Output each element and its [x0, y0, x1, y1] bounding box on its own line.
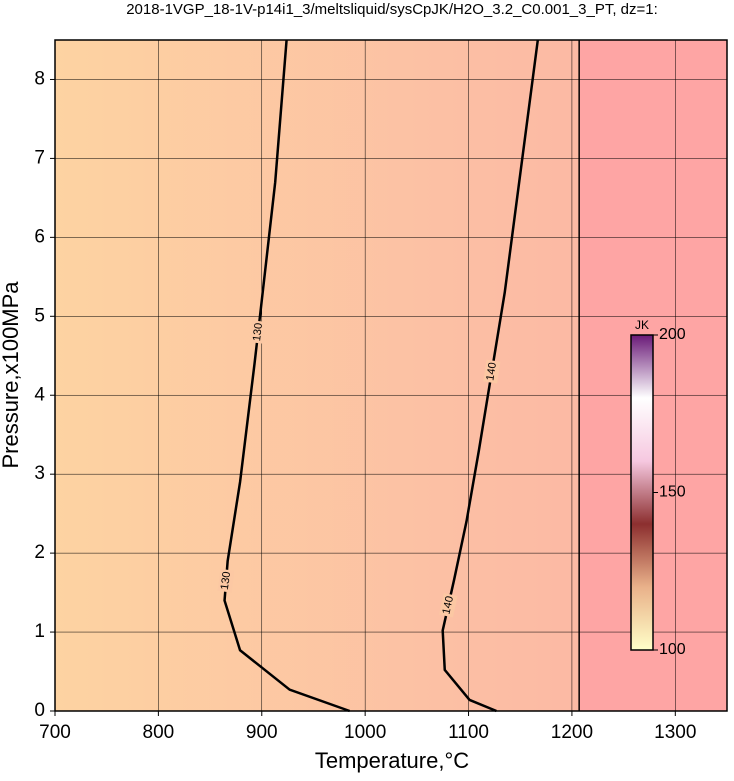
y-tick-label: 7: [34, 147, 45, 168]
y-axis-label: Pressure,x100MPa: [0, 281, 23, 469]
x-tick-label: 1100: [448, 722, 489, 743]
y-tick-label: 5: [34, 305, 45, 326]
x-tick-label: 1200: [551, 722, 593, 743]
x-tick-label: 900: [246, 722, 278, 743]
colorbar: [630, 334, 654, 651]
contour-label: 140: [440, 595, 456, 615]
contour-label-bg: [249, 320, 267, 344]
chart-title: 2018-1VGP_18-1V-p14i1_3/meltsliquid/sysC…: [126, 1, 658, 18]
colorbar-tick-label: 150: [659, 484, 686, 501]
x-tick-label: 700: [39, 722, 71, 743]
colorbar-tick-label: 100: [659, 641, 686, 658]
x-tick-label: 1300: [654, 722, 696, 743]
y-tick-label: 1: [34, 621, 45, 642]
contour-label: 140: [484, 362, 499, 382]
contour-line: [223, 39, 351, 713]
contour-label-bg: [483, 359, 501, 384]
contour-label-bg: [217, 568, 235, 593]
y-tick-label: 8: [34, 68, 45, 89]
y-tick-label: 3: [34, 463, 45, 484]
contour-label: 130: [219, 571, 233, 591]
colorbar-label: JK: [635, 318, 649, 332]
x-tick-label: 1000: [344, 722, 386, 743]
y-tick-label: 4: [34, 384, 45, 405]
colorbar-tick-label: 200: [659, 326, 686, 343]
contour-line: [441, 39, 540, 713]
y-tick-label: 0: [34, 700, 45, 721]
contour-label-bg: [439, 592, 458, 618]
y-tick-label: 6: [34, 226, 45, 247]
x-axis-label: Temperature,°C: [315, 748, 469, 773]
plot-frame: [54, 39, 728, 712]
y-tick-label: 2: [34, 542, 45, 563]
contour-label: 130: [251, 322, 265, 342]
x-tick-label: 800: [143, 722, 175, 743]
